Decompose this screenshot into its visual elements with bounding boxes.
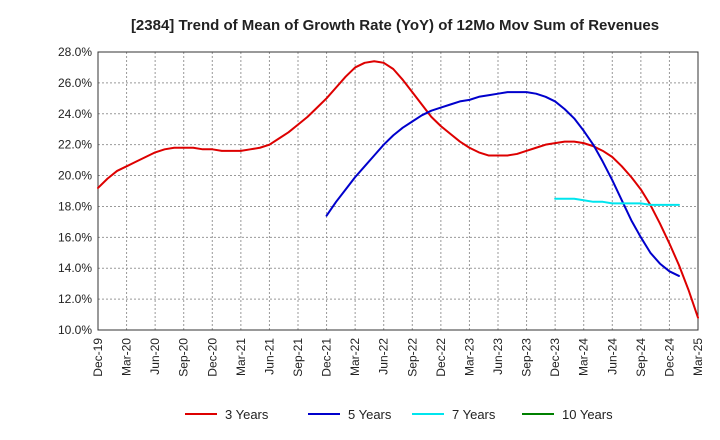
y-tick-label: 28.0% <box>58 45 92 59</box>
legend-label: 10 Years <box>562 407 613 422</box>
y-tick-label: 22.0% <box>58 138 92 152</box>
x-tick-label: Mar-25 <box>691 338 705 376</box>
x-tick-label: Sep-21 <box>291 338 305 377</box>
series-line-5-years <box>325 91 680 277</box>
x-tick-label: Jun-24 <box>605 338 619 375</box>
y-tick-label: 24.0% <box>58 107 92 121</box>
x-tick-label: Dec-22 <box>434 338 448 377</box>
chart-title: [2384] Trend of Mean of Growth Rate (YoY… <box>131 17 659 34</box>
y-tick-label: 14.0% <box>58 261 92 275</box>
series-line-7-years <box>554 197 680 206</box>
y-tick-label: 18.0% <box>58 199 92 213</box>
legend-label: 7 Years <box>452 407 496 422</box>
x-tick-label: Dec-21 <box>320 338 334 377</box>
x-tick-label: Dec-23 <box>548 338 562 377</box>
series-line-3-years <box>97 60 699 319</box>
x-tick-label: Jun-20 <box>148 338 162 375</box>
x-tick-label: Mar-23 <box>462 338 476 376</box>
x-tick-label: Mar-22 <box>348 338 362 376</box>
x-tick-label: Jun-21 <box>262 338 276 375</box>
y-tick-label: 16.0% <box>58 230 92 244</box>
x-tick-label: Dec-20 <box>205 338 219 377</box>
plot-area <box>98 52 698 330</box>
legend-label: 5 Years <box>348 407 392 422</box>
legend-label: 3 Years <box>225 407 269 422</box>
x-tick-label: Mar-20 <box>120 338 134 376</box>
x-tick-label: Sep-22 <box>405 338 419 377</box>
legend-item-10-years: 10 Years <box>522 407 613 422</box>
x-tick-label: Sep-20 <box>177 338 191 377</box>
grid <box>97 51 699 331</box>
x-tick-label: Sep-23 <box>520 338 534 377</box>
y-tick-label: 12.0% <box>58 292 92 306</box>
x-tick-label: Jun-23 <box>491 338 505 375</box>
legend-item-7-years: 7 Years <box>412 407 496 422</box>
plot-border <box>97 51 699 331</box>
series-lines <box>97 60 699 319</box>
x-tick-label: Sep-24 <box>634 338 648 377</box>
x-tick-label: Dec-19 <box>91 338 105 377</box>
axes: 10.0% 12.0% 14.0% 16.0% 18.0% 20.0% 22.0% 24.0%… <box>58 45 705 377</box>
y-tick-label: 10.0% <box>58 323 92 337</box>
y-tick-label: 20.0% <box>58 169 92 183</box>
y-tick-label: 26.0% <box>58 76 92 90</box>
x-tick-label: Dec-24 <box>662 338 676 377</box>
legend-item-3-years: 3 Years <box>185 407 269 422</box>
legend-item-5-years: 5 Years <box>308 407 392 422</box>
x-tick-label: Mar-24 <box>577 338 591 376</box>
x-tick-label: Mar-21 <box>234 338 248 376</box>
legend: 3 Years 5 Years 7 Years 10 Years <box>185 407 613 422</box>
x-tick-label: Jun-22 <box>377 338 391 375</box>
